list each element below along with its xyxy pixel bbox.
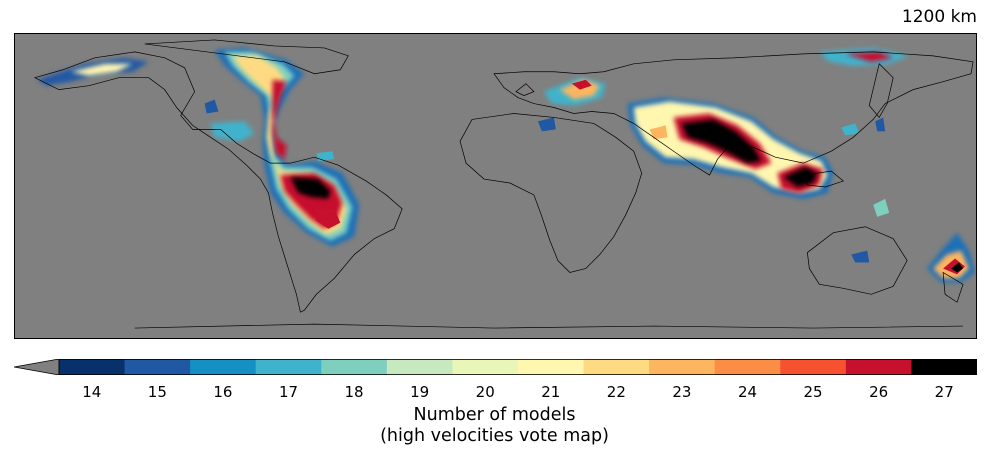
colorbar-title: Number of models (high velocities vote m…	[0, 405, 989, 447]
colorbar-title-line2: (high velocities vote map)	[380, 426, 609, 446]
world-map	[14, 33, 977, 339]
colorbar-border	[58, 359, 977, 375]
colorbar-segment	[321, 359, 388, 375]
colorbar-tick-labels: 14 15 16 17 18 19 20 21 22 23 24 25 26 27	[0, 383, 989, 403]
colorbar-segment	[124, 359, 191, 375]
colorbar-tick-label: 26	[869, 383, 889, 401]
colorbar-tick-label: 27	[934, 383, 954, 401]
colorbar-segment	[780, 359, 847, 375]
colorbar	[14, 359, 977, 375]
colorbar-tick-label: 14	[82, 383, 102, 401]
colorbar-segment	[190, 359, 257, 375]
colorbar-segment	[845, 359, 912, 375]
colorbar-tick-label: 25	[803, 383, 823, 401]
colorbar-segment	[255, 359, 322, 375]
map-canvas	[33, 39, 976, 329]
anomaly-mediterranean	[537, 77, 606, 132]
colorbar-segment	[583, 359, 650, 375]
vote-anomalies	[36, 47, 976, 283]
colorbar-tick-label: 16	[213, 383, 233, 401]
colorbar-tick-label: 19	[410, 383, 430, 401]
colorbar-tick-label: 24	[737, 383, 758, 401]
colorbar-segment	[911, 359, 977, 375]
colorbar-tick-label: 15	[147, 383, 167, 401]
colorbar-title-line1: Number of models	[413, 405, 576, 425]
depth-label: 1200 km	[901, 7, 977, 27]
colorbar-tick-label: 18	[344, 383, 364, 401]
colorbar-segment	[518, 359, 585, 375]
anomaly-tethys	[627, 97, 834, 199]
colorbar-tick-label: 17	[278, 383, 299, 401]
colorbar-tick-label: 21	[541, 383, 561, 401]
colorbar-segment	[452, 359, 519, 375]
colorbar-segment	[714, 359, 781, 375]
colorbar-tick-label: 23	[672, 383, 692, 401]
colorbar-tick-label: 22	[606, 383, 626, 401]
colorbar-under-extension	[14, 359, 60, 375]
coastlines	[33, 39, 974, 329]
colorbar-segment	[59, 359, 126, 375]
colorbar-tick-label: 20	[475, 383, 495, 401]
anomaly-americas	[214, 47, 360, 247]
colorbar-segment	[386, 359, 453, 375]
anomaly-tonga	[873, 198, 976, 283]
colorbar-segment	[649, 359, 716, 375]
